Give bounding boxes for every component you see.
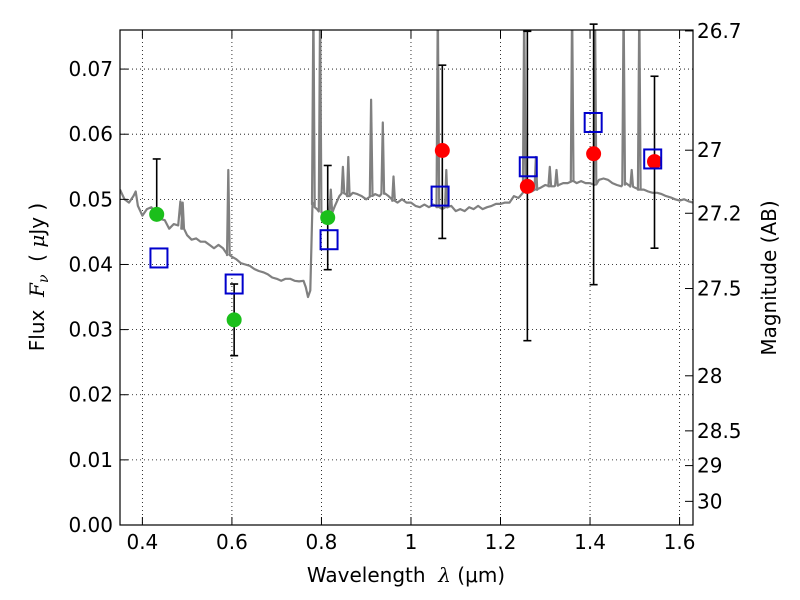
photometry-square-point: [583, 111, 603, 133]
y-tick-label: 0.07: [68, 57, 113, 81]
model-spectrum-line: [120, 30, 693, 299]
x-tick-label: 0.8: [306, 530, 338, 554]
photometry-square-point: [430, 185, 450, 207]
magnitude-tick-label: 28: [697, 364, 722, 388]
y-tick-label: 0.01: [68, 448, 113, 472]
y-tick-label: 0.04: [68, 252, 113, 276]
photometry-square-point: [643, 148, 663, 170]
y-tick-label: 0.02: [68, 383, 113, 407]
x-tick-label: 1.4: [574, 530, 606, 554]
green-data-point: [226, 312, 242, 328]
green-data-point: [149, 206, 165, 222]
x-tick-label: 0.6: [216, 530, 248, 554]
y-axis-ticks: 0.00 0.01 0.02 0.03 0.04 0.05 0.06 0.07: [68, 57, 128, 537]
photometry-square-point: [319, 229, 339, 251]
magnitude-tick-label: 27.5: [697, 277, 742, 301]
y-tick-label: 0.00: [68, 513, 113, 537]
photometry-square-point: [149, 247, 169, 269]
data-markers: [149, 111, 663, 328]
x-axis-ticks: 0.4 0.6 0.8 1 1.2 1.4 1.6: [126, 30, 695, 554]
magnitude-tick-label: 26.7: [697, 19, 742, 43]
x-tick-label: 1: [405, 530, 418, 554]
red-data-point: [586, 146, 602, 162]
x-tick-label: 1.6: [664, 530, 696, 554]
magnitude-tick-label: 27: [697, 138, 722, 162]
y-axis-label: Flux Fν ( μJy ): [25, 203, 52, 351]
red-data-point: [434, 142, 450, 158]
magnitude-tick-label: 28.5: [697, 419, 742, 443]
x-tick-label: 1.2: [485, 530, 517, 554]
magnitude-tick-label: 27.2: [697, 201, 742, 225]
y-tick-label: 0.03: [68, 318, 113, 342]
y-tick-label: 0.06: [68, 122, 113, 146]
red-data-point: [647, 154, 663, 170]
red-data-point: [519, 178, 535, 194]
grid-lines: [120, 30, 693, 526]
y-tick-label: 0.05: [68, 187, 113, 211]
right-axis-label: Magnitude (AB): [757, 200, 781, 355]
magnitude-axis-ticks: 26.7 27 27.2 27.5 28 28.5 29 30: [685, 19, 742, 513]
x-tick-label: 0.4: [126, 530, 158, 554]
photometry-square-point: [224, 273, 244, 295]
magnitude-tick-label: 29: [697, 454, 722, 478]
plot-frame: [119, 29, 694, 526]
x-axis-label: Wavelength λ (μm): [307, 563, 505, 587]
magnitude-tick-label: 30: [697, 489, 722, 513]
model-spectrum: [120, 30, 693, 299]
photometry-square-point: [518, 156, 538, 178]
green-data-point: [320, 210, 336, 226]
